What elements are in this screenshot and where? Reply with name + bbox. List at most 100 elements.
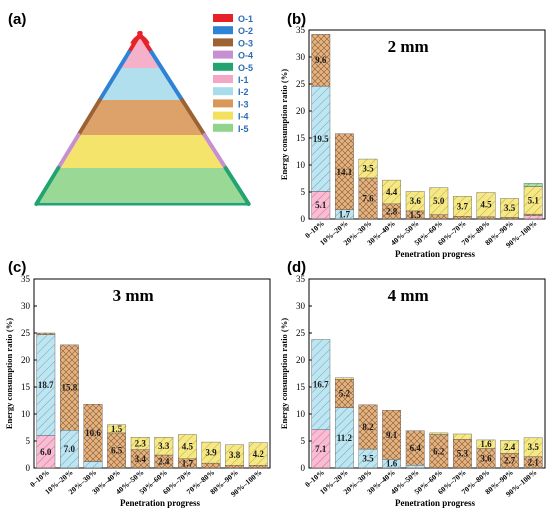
bar-hatch-I-3 <box>382 410 402 460</box>
legend-label-I-4: I-4 <box>238 112 249 122</box>
bar-hatch-I-3 <box>311 34 331 87</box>
bar-hatch-I-3 <box>59 344 79 431</box>
y-tick-label: 10 <box>296 409 306 419</box>
legend-swatch-O-3 <box>213 38 233 47</box>
pyramid-band-I-5 <box>40 168 245 202</box>
data-label: 3.3 <box>158 441 170 451</box>
data-label: 2.8 <box>386 206 398 216</box>
pyramid-band-I-4 <box>60 135 224 168</box>
pyramid-cap <box>130 35 150 46</box>
data-label: 2.4 <box>504 442 516 452</box>
data-label: 7.6 <box>362 193 374 203</box>
bar-hatch-I-4 <box>177 434 197 460</box>
data-label: 19.5 <box>313 134 329 144</box>
data-label: 1.7 <box>339 209 351 219</box>
pyramid-diagram <box>34 31 251 206</box>
bar-hatch-I-1 <box>523 215 543 220</box>
y-tick-label: 15 <box>296 382 306 392</box>
y-axis-label: Energy consumption ratio (%) <box>4 318 14 429</box>
bar-hatch-I-3 <box>500 217 520 220</box>
bar-hatch-I-4 <box>382 179 402 205</box>
pyramid-band-I-3 <box>80 100 203 135</box>
data-label: 2.1 <box>528 457 540 467</box>
data-label: 4.2 <box>253 449 265 459</box>
data-label: 1.5 <box>410 210 422 220</box>
data-label: 3.6 <box>480 453 492 463</box>
y-tick-label: 5 <box>26 436 31 446</box>
bar-hatch-I-4 <box>248 442 268 466</box>
bar-hatch-I-4 <box>429 432 449 435</box>
plot-frame <box>308 29 546 220</box>
bar-hatch-I-3 <box>523 213 543 216</box>
legend-label-I-5: I-5 <box>238 124 249 134</box>
bar-hatch-I-3 <box>334 133 354 211</box>
legend-swatch-I-5 <box>213 123 233 132</box>
chart-d: 0 5 10 15 20 25 30 35 Energy consumption ratio (… <box>279 274 546 508</box>
panel-a: (a) O-1 O-2 O-3 O-4 O-5 I-1 I-2 I-3 I-4 I-5 <box>8 11 253 206</box>
bar-hatch-I-4 <box>476 192 496 218</box>
bar-hatch-I-3 <box>358 404 378 450</box>
data-label: 9.6 <box>315 55 327 65</box>
data-label: 10.6 <box>85 428 101 438</box>
data-label: 6.4 <box>410 443 422 453</box>
data-label: 6.0 <box>40 447 52 457</box>
legend-swatch-I-2 <box>213 87 233 96</box>
bar-hatch-I-4 <box>452 196 472 217</box>
plot-frame <box>33 278 271 469</box>
chart-title: 3 mm <box>113 286 154 305</box>
data-label: 5.2 <box>339 388 351 398</box>
bar-hatch-I-4 <box>107 424 127 434</box>
data-label: 4.4 <box>386 187 398 197</box>
y-axis-label: Energy consumption ratio (%) <box>279 69 289 180</box>
y-tick-label: 35 <box>296 274 306 284</box>
y-tick-label: 25 <box>296 79 306 89</box>
y-tick-label: 30 <box>296 301 306 311</box>
y-tick-label: 0 <box>26 463 31 473</box>
panel-d-label: (d) <box>287 259 306 276</box>
x-axis-label: Penetration progress <box>395 249 475 259</box>
legend-label-O-4: O-4 <box>238 51 253 61</box>
pyramid-band-I-1 <box>121 38 160 68</box>
x-axis-label: Penetration progress <box>395 498 475 508</box>
chart-c: 0 5 10 15 20 25 30 35 Energy consumption ratio (… <box>4 274 271 508</box>
pyramid-band-I-2 <box>102 68 180 100</box>
bar-hatch-I-3 <box>201 462 221 469</box>
y-tick-label: 35 <box>296 25 306 35</box>
bar-hatch-I-4 <box>405 191 425 212</box>
data-label: 1.6 <box>386 459 398 469</box>
bar-hatch-I-3 <box>476 216 496 220</box>
bar-hatch-I-5 <box>523 183 543 187</box>
legend-label-O-1: O-1 <box>238 14 253 24</box>
bar-hatch-I-3 <box>225 465 245 469</box>
data-label: 5.1 <box>528 195 540 205</box>
bar-hatch-I-4 <box>500 198 520 218</box>
panel-b-label: (b) <box>287 11 306 28</box>
data-label: 3.4 <box>135 454 147 464</box>
data-label: 9.1 <box>386 430 398 440</box>
pyramid-shell-O-4-R <box>202 133 228 170</box>
panel-d: (d) 0 5 10 15 20 25 30 35 Energy consumption rat… <box>279 259 546 508</box>
data-label: 1.5 <box>111 424 123 434</box>
chart-title: 2 mm <box>388 37 429 56</box>
legend-swatch-O-2 <box>213 26 233 35</box>
data-label: 5.1 <box>315 200 327 210</box>
data-label: 14.1 <box>337 167 353 177</box>
panel-c: (c) 0 5 10 15 20 25 30 35 Energy consumption rat… <box>4 259 271 508</box>
pyramid-shell-O-3-L <box>76 98 102 137</box>
x-axis-label: Penetration progress <box>120 498 200 508</box>
y-tick-label: 5 <box>301 187 306 197</box>
data-label: 3.5 <box>504 203 516 213</box>
data-label: 3.5 <box>362 454 374 464</box>
y-tick-label: 25 <box>296 328 306 338</box>
pyramid-shell-O-2-L <box>97 50 132 102</box>
panel-c-label: (c) <box>8 259 26 276</box>
bar-hatch-I-3 <box>452 216 472 220</box>
data-label: 11.2 <box>337 433 353 443</box>
data-label: 1.6 <box>480 439 492 449</box>
y-tick-label: 5 <box>301 436 306 446</box>
data-label: 6.2 <box>433 446 445 456</box>
bar-hatch-I-3 <box>83 404 103 462</box>
bar-hatch-I-4 <box>225 444 245 466</box>
legend: O-1 O-2 O-3 O-4 O-5 I-1 I-2 I-3 I-4 I-5 <box>213 14 253 134</box>
